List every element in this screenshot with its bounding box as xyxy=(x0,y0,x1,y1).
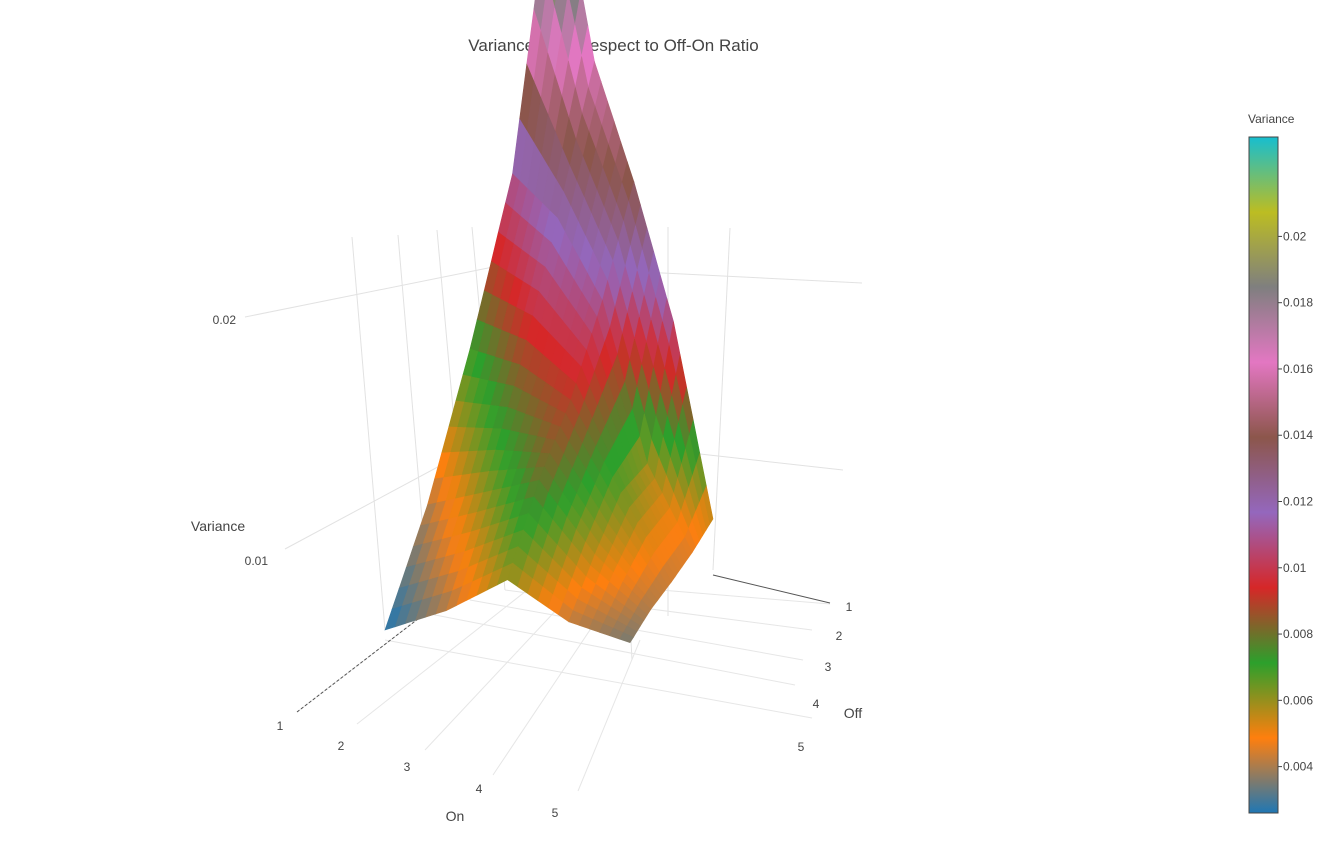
grid-line xyxy=(429,613,796,686)
x-tick-label: 5 xyxy=(552,806,559,820)
x-tick-label: 1 xyxy=(277,719,284,733)
colorbar: Variance 0.0040.0060.0080.010.0120.0140.… xyxy=(1248,112,1313,814)
colorbar-tick-label: 0.012 xyxy=(1283,495,1313,509)
x-tick-label: 3 xyxy=(404,760,411,774)
y-tick-label: 5 xyxy=(798,740,805,754)
x-tick-label: 4 xyxy=(476,782,483,796)
grid-line xyxy=(384,639,813,719)
grid-line xyxy=(577,639,641,792)
y-tick-label: 2 xyxy=(836,629,843,643)
colorbar-tick-label: 0.01 xyxy=(1283,561,1307,575)
z-tick-label: 0.01 xyxy=(245,554,269,568)
grid-line xyxy=(356,579,541,725)
colorbar-gradient xyxy=(1248,136,1279,814)
surface-patch[interactable] xyxy=(619,632,634,644)
colorbar-tick-label: 0.014 xyxy=(1283,428,1313,442)
colorbar-title: Variance xyxy=(1248,112,1295,126)
colorbar-ticks: 0.004 0.006 0.008 0.01 0.012 0.014 0.016 0.018 0… xyxy=(1278,229,1313,774)
grid-line xyxy=(351,236,386,631)
y-axis-title: Off xyxy=(844,705,863,721)
z-axis-title: Variance xyxy=(191,518,245,534)
axis-ticks: 1 2 3 4 5 1 2 3 4 5 0.01 0.02 xyxy=(213,313,853,820)
grid-line xyxy=(424,589,576,751)
z-tick-label: 0.02 xyxy=(213,313,237,327)
grid-line xyxy=(244,264,504,318)
grid-line xyxy=(712,227,731,571)
x-tick-label: 2 xyxy=(338,739,345,753)
y-tick-label: 4 xyxy=(813,697,820,711)
colorbar-tick-label: 0.006 xyxy=(1283,693,1313,707)
colorbar-tick-label: 0.008 xyxy=(1283,627,1313,641)
colorbar-tick-label: 0.02 xyxy=(1283,229,1307,243)
x-axis-line xyxy=(296,551,506,713)
colorbar-tick-label: 0.016 xyxy=(1283,362,1313,376)
colorbar-tick-label: 0.004 xyxy=(1283,760,1313,774)
y-tick-label: 1 xyxy=(846,600,853,614)
y-axis-line xyxy=(712,574,831,604)
colorbar-tick-label: 0.018 xyxy=(1283,296,1313,310)
surface[interactable] xyxy=(384,0,714,644)
x-axis-title: On xyxy=(446,808,465,824)
y-tick-label: 3 xyxy=(825,660,832,674)
